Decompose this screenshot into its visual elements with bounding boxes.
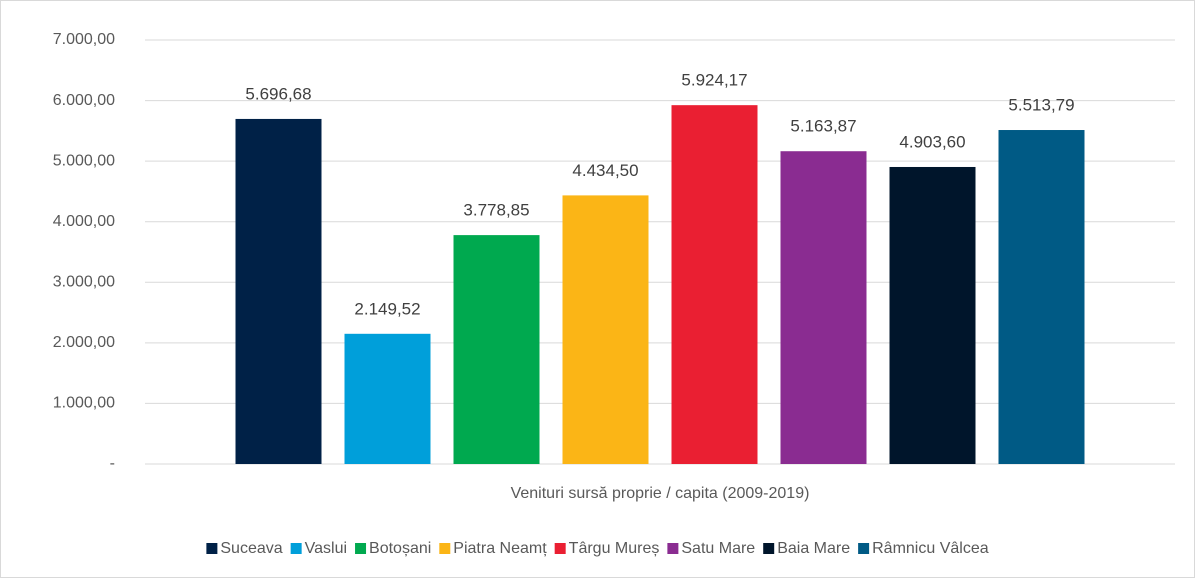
legend-swatch xyxy=(206,543,218,554)
legend-swatch xyxy=(763,543,775,554)
value-label: 5.924,17 xyxy=(681,71,747,90)
legend-label: Suceava xyxy=(220,540,282,557)
value-label: 5.513,79 xyxy=(1008,96,1074,115)
legend-label: Târgu Mureș xyxy=(569,540,660,557)
y-tick-label: 4.000,00 xyxy=(53,213,115,230)
value-label: 2.149,52 xyxy=(354,299,420,318)
value-label: 4.903,60 xyxy=(899,132,965,151)
legend-swatch xyxy=(858,543,870,554)
y-tick-label: 1.000,00 xyxy=(53,395,115,412)
bar xyxy=(453,235,540,464)
value-label: 3.778,85 xyxy=(463,201,529,220)
y-tick-label: 6.000,00 xyxy=(53,92,115,109)
bar xyxy=(998,130,1085,465)
legend-swatch xyxy=(439,543,451,554)
y-tick-label: 5.000,00 xyxy=(53,152,115,169)
value-label: 4.434,50 xyxy=(572,161,638,180)
y-tick-label: 2.000,00 xyxy=(53,334,115,351)
legend-swatch xyxy=(290,543,302,554)
y-tick-label: 3.000,00 xyxy=(53,274,115,291)
legend-label: Vaslui xyxy=(305,540,347,557)
legend-label: Piatra Neamț xyxy=(453,540,547,557)
legend-swatch xyxy=(355,543,367,554)
bar xyxy=(780,151,867,464)
legend-label: Baia Mare xyxy=(777,540,850,557)
bar xyxy=(344,333,431,464)
legend-label: Râmnicu Vâlcea xyxy=(872,540,989,557)
y-tick-label: - xyxy=(110,455,115,472)
bar xyxy=(889,166,976,465)
x-tick-label: Venituri sursă proprie / capita (2009-20… xyxy=(511,485,810,502)
legend-swatch xyxy=(667,543,679,554)
legend-swatch xyxy=(554,543,566,554)
legend-label: Botoșani xyxy=(369,540,431,557)
value-label: 5.696,68 xyxy=(245,84,311,103)
bar xyxy=(671,105,758,465)
bar xyxy=(562,195,649,464)
y-tick-label: 7.000,00 xyxy=(53,31,115,48)
value-label: 5.163,87 xyxy=(790,117,856,136)
legend-label: Satu Mare xyxy=(681,540,755,557)
bar xyxy=(235,118,322,464)
